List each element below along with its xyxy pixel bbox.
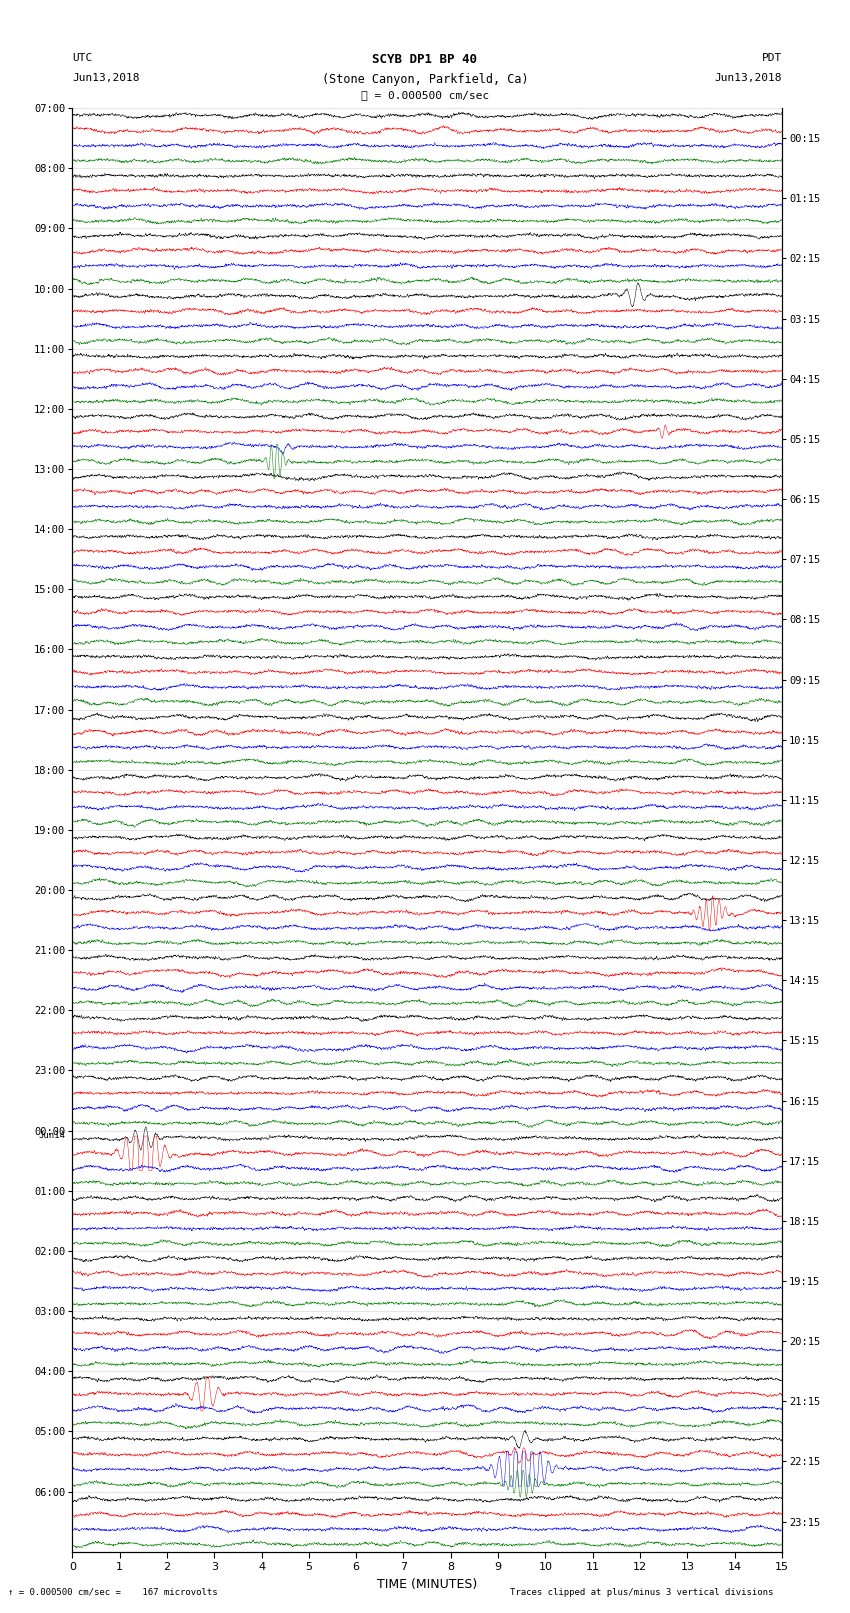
Text: Jun13,2018: Jun13,2018 bbox=[72, 73, 139, 82]
Text: Jun14: Jun14 bbox=[38, 1131, 65, 1140]
Text: Traces clipped at plus/minus 3 vertical divisions: Traces clipped at plus/minus 3 vertical … bbox=[510, 1587, 774, 1597]
Text: UTC: UTC bbox=[72, 53, 93, 63]
Text: (Stone Canyon, Parkfield, Ca): (Stone Canyon, Parkfield, Ca) bbox=[321, 73, 529, 85]
Text: ↑ = 0.000500 cm/sec =    167 microvolts: ↑ = 0.000500 cm/sec = 167 microvolts bbox=[8, 1587, 218, 1597]
Text: SCYB DP1 BP 40: SCYB DP1 BP 40 bbox=[372, 53, 478, 66]
Text: Jun13,2018: Jun13,2018 bbox=[715, 73, 782, 82]
Text: ⎴ = 0.000500 cm/sec: ⎴ = 0.000500 cm/sec bbox=[361, 90, 489, 100]
Text: PDT: PDT bbox=[762, 53, 782, 63]
X-axis label: TIME (MINUTES): TIME (MINUTES) bbox=[377, 1578, 477, 1590]
